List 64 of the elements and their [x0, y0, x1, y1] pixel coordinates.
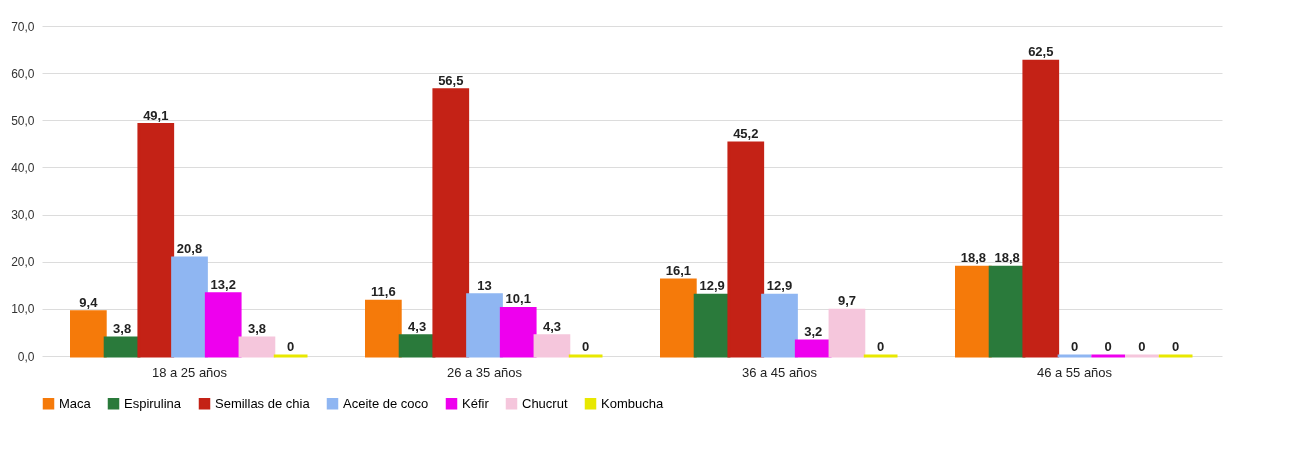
bar	[466, 293, 503, 358]
bar	[727, 141, 765, 358]
bar	[761, 293, 798, 358]
bar	[204, 292, 242, 358]
data-label: 9,7	[837, 293, 856, 309]
data-label: 20,8	[176, 240, 203, 256]
x-tick-label: 46 a 55 años	[1036, 364, 1113, 380]
data-label: 16,1	[665, 263, 692, 279]
legend-label: Espirulina	[124, 395, 182, 411]
data-label: 11,6	[371, 284, 396, 300]
y-tick-label: 50,0	[11, 113, 35, 128]
bar	[955, 265, 992, 358]
legend-label: Chucrut	[522, 395, 568, 411]
data-label: 0	[1070, 339, 1079, 354]
legend-label: Aceite de coco	[343, 395, 429, 411]
bar	[1022, 59, 1060, 358]
bar	[70, 310, 107, 358]
data-label: 18,8	[994, 250, 1020, 266]
bar	[137, 123, 175, 358]
data-label: 10,1	[505, 291, 531, 307]
data-label: 18,8	[960, 250, 987, 266]
legend-label: Kéfir	[462, 395, 490, 411]
bar	[533, 334, 571, 358]
bar	[794, 339, 832, 358]
data-label: 0	[582, 339, 590, 354]
x-tick-label: 26 a 35 años	[446, 364, 523, 380]
data-label: 13	[477, 277, 492, 293]
data-label: 0	[287, 339, 295, 354]
y-tick-label: 20,0	[11, 255, 35, 270]
data-label: 45,2	[733, 125, 759, 141]
data-label: 12,9	[766, 278, 793, 294]
bar	[365, 299, 402, 358]
data-label: 13,2	[210, 276, 236, 292]
legend-label: Kombucha	[601, 395, 664, 411]
y-tick-label: 10,0	[11, 302, 35, 317]
data-label: 9,4	[79, 294, 99, 310]
y-tick-label: 60,0	[11, 66, 35, 81]
data-label: 4,3	[408, 318, 427, 334]
bar	[499, 306, 537, 358]
data-label: 56,5	[438, 72, 464, 88]
data-label: 0	[1172, 339, 1180, 354]
bar	[828, 308, 866, 358]
data-label: 3,8	[247, 321, 266, 337]
bar	[660, 278, 697, 358]
data-label: 3,2	[804, 323, 823, 339]
y-tick-label: 0,0	[17, 349, 35, 364]
y-tick-label: 30,0	[11, 208, 35, 223]
data-label: 0	[877, 339, 885, 354]
bar	[432, 88, 470, 358]
data-label: 49,1	[143, 107, 169, 123]
y-tick-label: 70,0	[11, 19, 35, 34]
data-label: 0	[1138, 339, 1146, 354]
legend-label: Semillas de chia	[215, 395, 311, 411]
data-label: 12,9	[699, 278, 725, 294]
x-tick-label: 18 a 25 años	[151, 364, 228, 380]
y-tick-label: 40,0	[11, 160, 35, 175]
data-label: 62,5	[1028, 44, 1054, 60]
bar	[238, 336, 276, 358]
bar	[171, 256, 208, 358]
data-label: 4,3	[542, 318, 561, 334]
data-label: 0	[1104, 339, 1112, 354]
legend-label: Maca	[59, 395, 92, 411]
data-label: 3,8	[113, 321, 132, 337]
x-tick-label: 36 a 45 años	[741, 364, 818, 380]
